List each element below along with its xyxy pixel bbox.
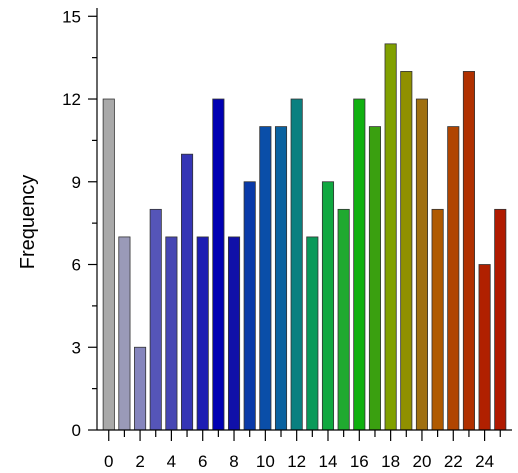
bar-23 xyxy=(462,71,475,431)
x-tick-label-2: 2 xyxy=(135,452,144,471)
x-tick-label-4: 4 xyxy=(167,452,176,471)
x-tick-label-12: 12 xyxy=(287,452,306,471)
x-tick-label-0: 0 xyxy=(104,452,113,471)
x-tick-label-22: 22 xyxy=(444,452,463,471)
bar-2 xyxy=(134,346,147,431)
y-tick-label-6: 6 xyxy=(72,256,81,275)
y-tick-label-3: 3 xyxy=(72,338,81,357)
bar-16 xyxy=(353,98,366,431)
bar-11 xyxy=(274,126,288,431)
y-axis-title: Frequency xyxy=(17,175,39,270)
bar-6 xyxy=(196,236,209,431)
x-tick-label-24: 24 xyxy=(475,452,494,471)
bar-3 xyxy=(149,208,162,431)
bar-10 xyxy=(259,126,272,431)
x-tick-label-6: 6 xyxy=(198,452,207,471)
bar-18 xyxy=(384,43,397,431)
bar-21 xyxy=(431,208,444,431)
bar-24 xyxy=(478,264,491,431)
x-tick-label-10: 10 xyxy=(256,452,275,471)
bar-19 xyxy=(400,71,413,431)
bar-0 xyxy=(102,98,115,431)
bar-12 xyxy=(290,98,303,431)
bar-5 xyxy=(181,153,194,431)
bar-22 xyxy=(447,126,460,431)
bar-15 xyxy=(337,208,350,431)
x-tick-label-20: 20 xyxy=(412,452,431,471)
y-tick-label-12: 12 xyxy=(62,90,81,109)
axes-layer xyxy=(88,8,512,441)
bar-13 xyxy=(306,236,319,431)
y-tick-label-9: 9 xyxy=(72,173,81,192)
bar-1 xyxy=(118,236,131,431)
bar-4 xyxy=(165,236,178,431)
bar-17 xyxy=(368,126,382,431)
x-tick-label-8: 8 xyxy=(229,452,238,471)
bar-7 xyxy=(212,98,225,431)
x-tick-label-16: 16 xyxy=(350,452,369,471)
x-tick-label-18: 18 xyxy=(381,452,400,471)
bar-14 xyxy=(321,181,335,431)
bar-25 xyxy=(494,208,507,431)
bar-9 xyxy=(243,181,256,431)
y-tick-label-0: 0 xyxy=(72,421,81,440)
x-tick-label-14: 14 xyxy=(319,452,338,471)
bars-layer xyxy=(102,43,507,431)
bar-20 xyxy=(415,98,429,431)
bar-8 xyxy=(227,236,241,431)
y-tick-label-15: 15 xyxy=(62,7,81,26)
